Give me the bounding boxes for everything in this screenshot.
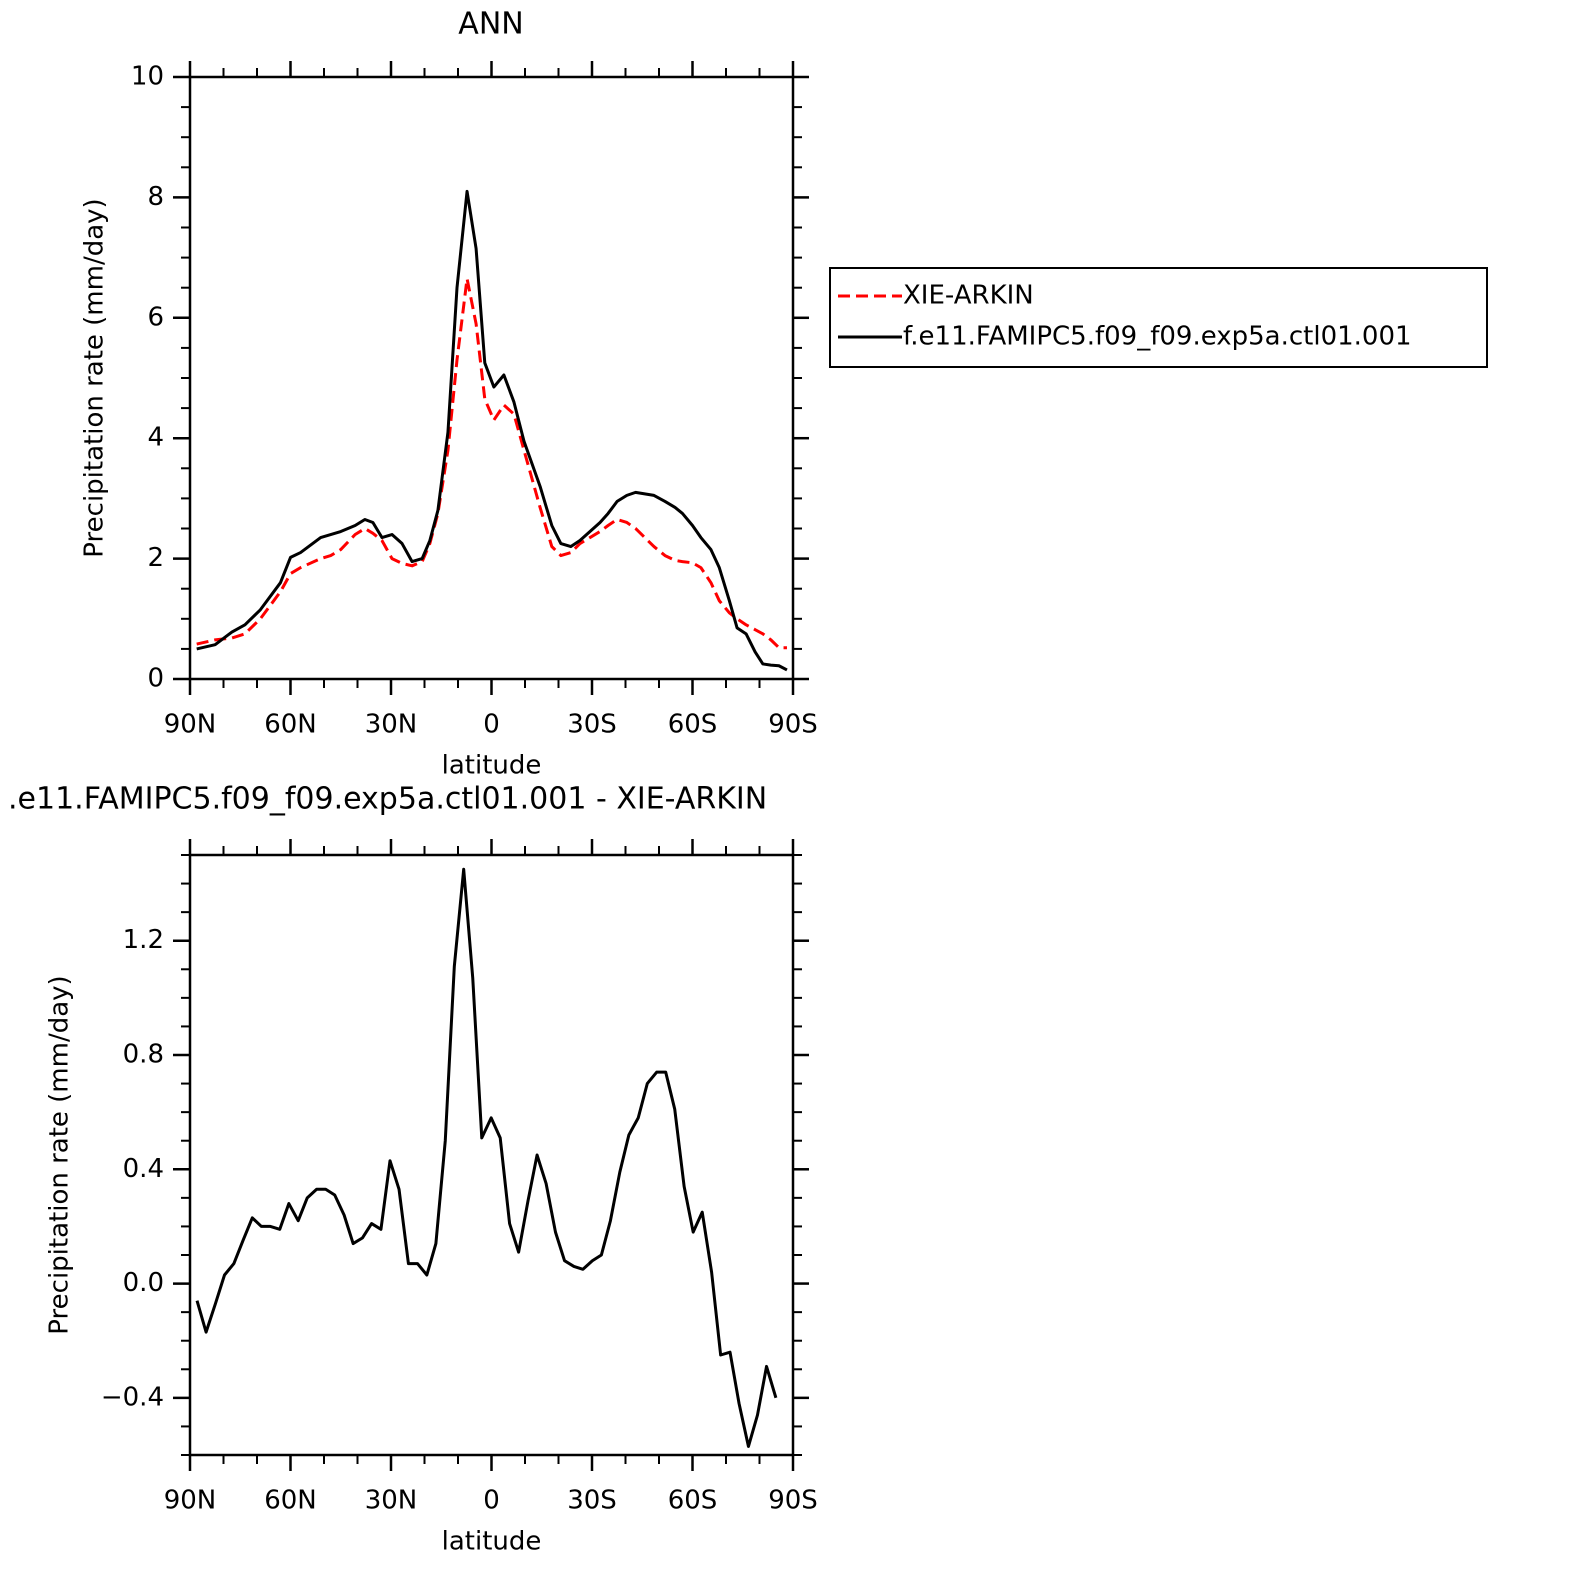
x-tick-label: 60N [264, 1486, 317, 1516]
y-axis-label: Precipitation rate (mm/day) [80, 198, 110, 557]
data-line [195, 867, 778, 1448]
y-tick-label: 0.0 [123, 1268, 164, 1298]
x-tick-label: 90N [164, 1486, 217, 1516]
x-tick-label: 30N [365, 710, 418, 740]
x-tick-label: 90S [768, 710, 818, 740]
chart-title: .e11.FAMIPC5.f09_f09.exp5a.ctl01.001 - X… [8, 782, 767, 817]
legend-label: f.e11.FAMIPC5.f09_f09.exp5a.ctl01.001 [903, 322, 1412, 352]
y-tick-label: 0.8 [123, 1040, 164, 1070]
x-tick-label: 60S [668, 710, 718, 740]
y-axis-label: Precipitation rate (mm/day) [45, 975, 75, 1334]
x-tick-label: 30S [567, 710, 617, 740]
data-line [196, 189, 788, 672]
x-axis-label: latitude [442, 751, 542, 781]
x-axis-label: latitude [442, 1527, 542, 1557]
y-tick-label: 0.4 [123, 1154, 164, 1184]
legend-label: XIE-ARKIN [903, 281, 1034, 311]
y-tick-label: 4 [147, 423, 164, 453]
plot-frame [188, 853, 795, 1457]
x-tick-label: 30N [365, 1486, 418, 1516]
chart-title: ANN [458, 7, 523, 42]
x-tick-label: 90N [164, 710, 217, 740]
legend-box [829, 267, 1488, 368]
y-tick-label: 6 [147, 302, 164, 332]
x-tick-label: 90S [768, 1486, 818, 1516]
y-tick-label: 10 [131, 62, 164, 92]
y-tick-label: 1.2 [123, 925, 164, 955]
x-tick-label: 0 [483, 1486, 500, 1516]
data-line [196, 277, 787, 650]
x-tick-label: 0 [483, 710, 500, 740]
y-tick-label: 8 [147, 182, 164, 212]
y-tick-label: 0 [147, 664, 164, 694]
x-tick-label: 30S [567, 1486, 617, 1516]
x-tick-label: 60N [264, 710, 317, 740]
y-tick-label: 2 [147, 543, 164, 573]
x-tick-label: 60S [668, 1486, 718, 1516]
y-tick-label: −0.4 [101, 1382, 164, 1412]
